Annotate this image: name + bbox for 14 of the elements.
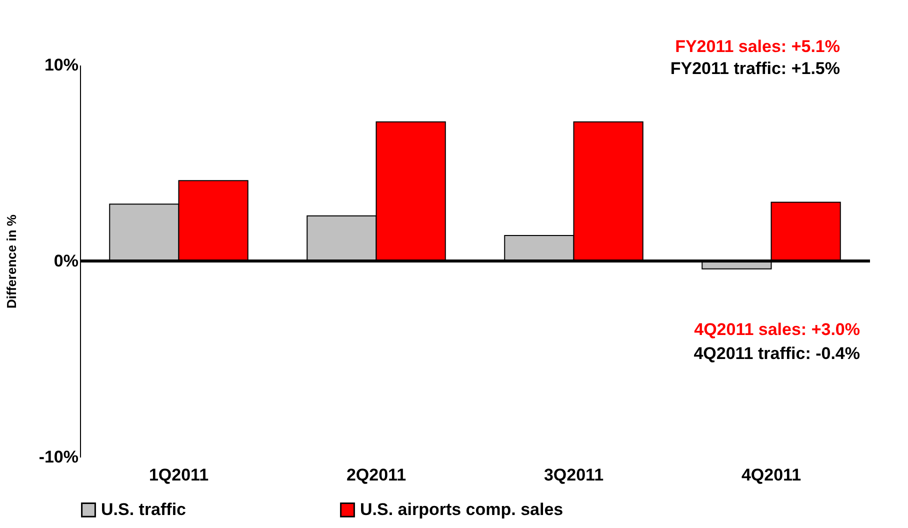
y-tick-label: 10% xyxy=(44,56,78,74)
text: FY2011 sales: +5.1% xyxy=(675,37,840,56)
legend-label: U.S. traffic xyxy=(101,500,186,519)
x-tick-label: 1Q2011 xyxy=(148,466,209,484)
annotation: 4Q2011 sales: +3.0% xyxy=(694,320,860,339)
annotation: 4Q2011 traffic: -0.4% xyxy=(694,344,860,363)
legend-label: U.S. airports comp. sales xyxy=(360,500,564,519)
y-tick-label: 0% xyxy=(54,252,78,270)
y-axis-title: Difference in % xyxy=(4,214,19,308)
annotation: FY2011 traffic: +1.5% xyxy=(670,59,840,78)
x-tick-label: 4Q2011 xyxy=(741,466,802,484)
x-tick-label: 2Q2011 xyxy=(346,466,406,484)
x-tick-label: 3Q2011 xyxy=(544,466,604,484)
y-tick-label: -10% xyxy=(38,448,78,466)
